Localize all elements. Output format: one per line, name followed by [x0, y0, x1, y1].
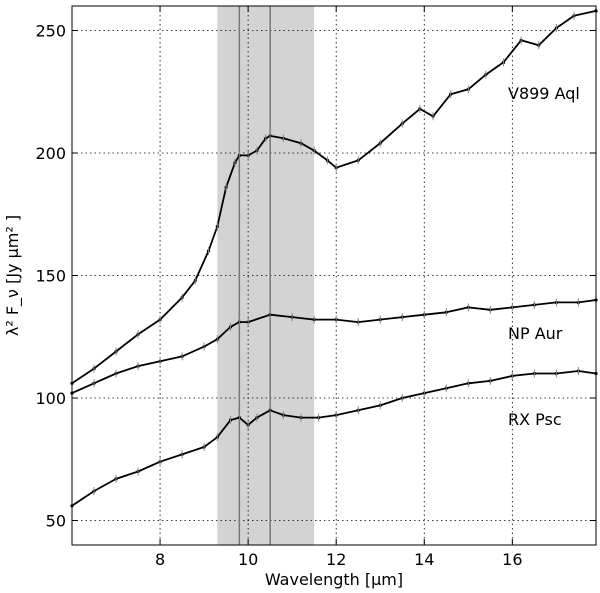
- x-tick-label: 12: [326, 550, 346, 569]
- plot-frame: [71, 5, 597, 546]
- series-label: NP Aur: [508, 324, 563, 343]
- x-tick-label: 10: [238, 550, 258, 569]
- vertical-line-layer: [238, 6, 271, 545]
- y-tick-label: 100: [35, 389, 66, 408]
- y-tick-label: 200: [35, 144, 66, 163]
- series-label: V899 Aql: [508, 84, 580, 103]
- series-rx-psc: RX Psc: [70, 367, 598, 510]
- grid-layer: [72, 6, 596, 545]
- series-label: RX Psc: [508, 410, 562, 429]
- y-tick-label: 50: [46, 512, 66, 531]
- x-tick-label: 8: [155, 550, 165, 569]
- x-tick-label: 16: [502, 550, 522, 569]
- y-tick-label: 150: [35, 267, 66, 286]
- y-axis-title: λ² F_ν [Jy μm² ]: [3, 215, 23, 336]
- x-axis-title: Wavelength [μm]: [265, 570, 403, 589]
- y-tick-label: 250: [35, 22, 66, 41]
- x-tick-label: 14: [414, 550, 434, 569]
- tick-layer: 8 10 12 14 16 50 100 150 200 250: [35, 6, 596, 569]
